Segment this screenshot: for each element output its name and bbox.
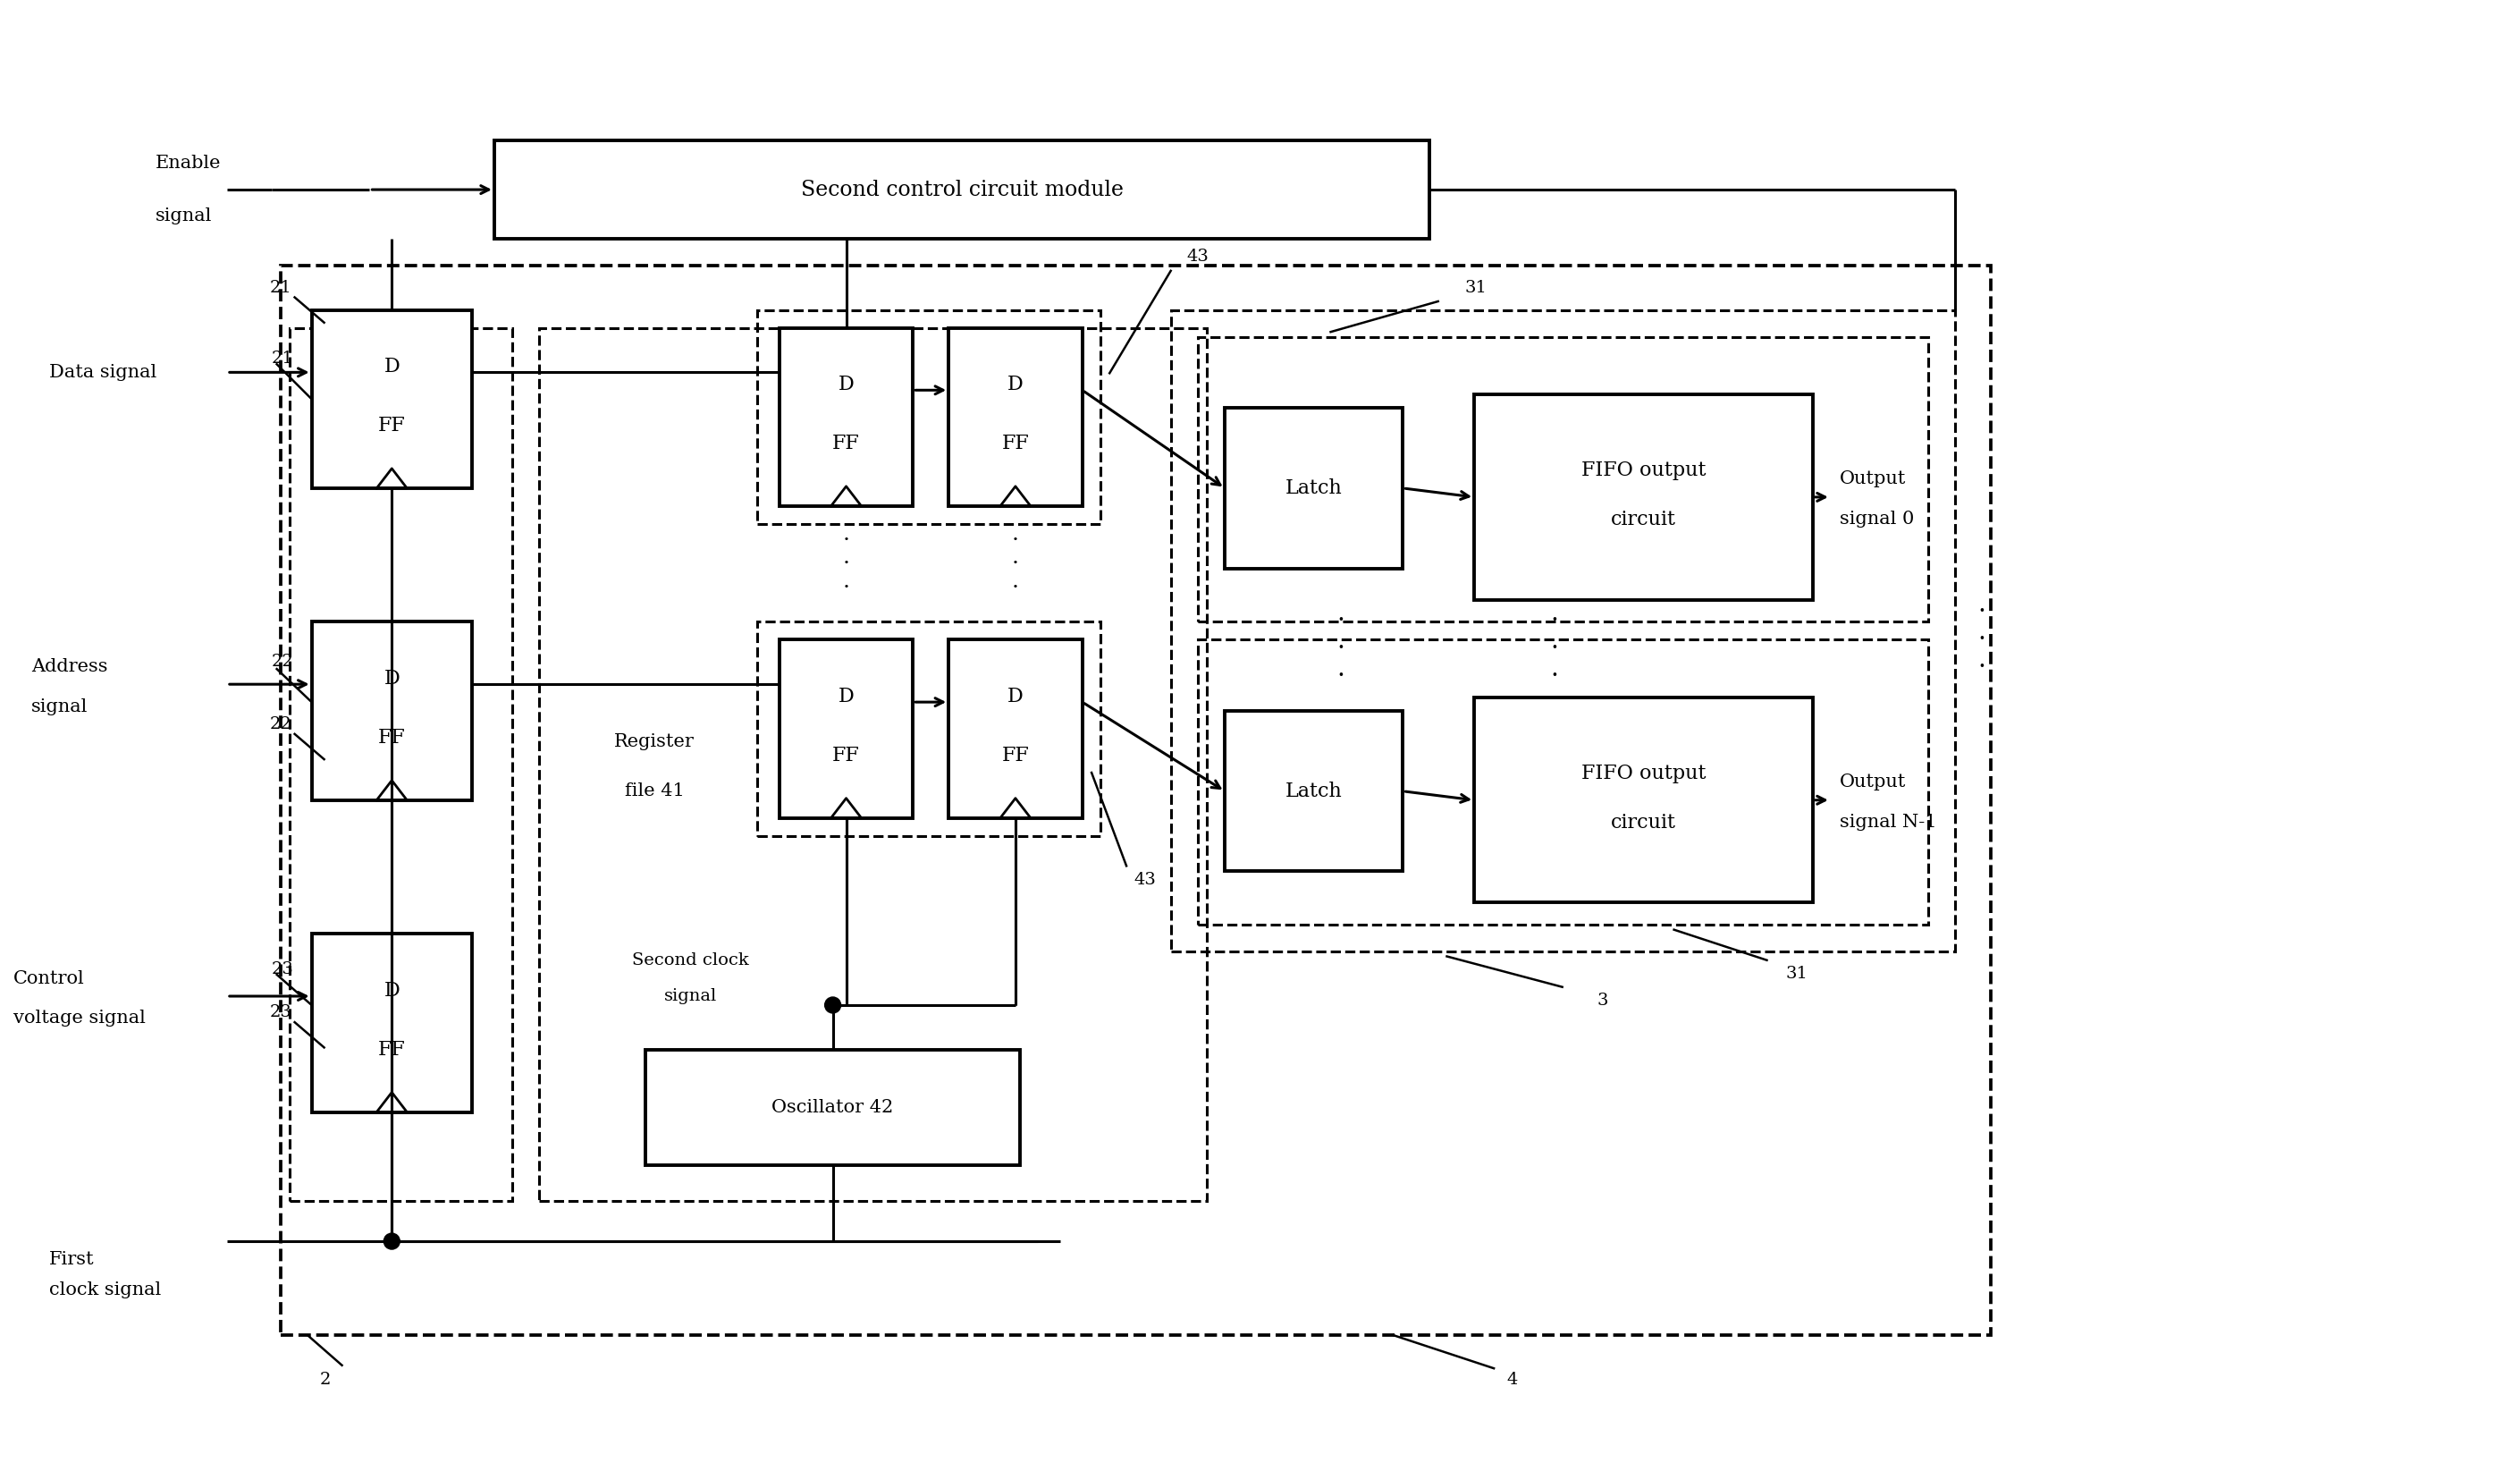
Text: signal 0: signal 0 xyxy=(1840,510,1915,528)
Text: FF: FF xyxy=(1000,746,1028,765)
Text: D: D xyxy=(1008,375,1023,394)
Bar xyxy=(756,310,1101,524)
Bar xyxy=(1225,407,1404,568)
Text: D: D xyxy=(839,375,854,394)
Bar xyxy=(948,328,1081,506)
Text: FF: FF xyxy=(832,434,859,453)
Text: 31: 31 xyxy=(1464,279,1487,296)
Bar xyxy=(280,265,1991,1334)
Bar xyxy=(1474,394,1812,600)
Bar xyxy=(1225,710,1404,871)
Bar xyxy=(779,328,912,506)
Bar xyxy=(645,1050,1021,1165)
Text: Output: Output xyxy=(1840,774,1905,791)
Text: FIFO output: FIFO output xyxy=(1580,763,1706,783)
Text: Second control circuit module: Second control circuit module xyxy=(801,179,1124,200)
Text: ·
·
·: · · · xyxy=(1336,609,1346,688)
Text: Address: Address xyxy=(30,658,108,675)
Text: circuit: circuit xyxy=(1610,509,1676,530)
Text: Enable: Enable xyxy=(156,154,222,172)
Text: 43: 43 xyxy=(1134,872,1157,888)
Text: ·
·
·: · · · xyxy=(1013,530,1018,599)
Circle shape xyxy=(383,1233,401,1249)
Bar xyxy=(312,622,471,800)
Bar xyxy=(494,141,1429,238)
Text: 23: 23 xyxy=(272,962,295,978)
Text: ·
·
·: · · · xyxy=(1978,600,1986,680)
Text: FF: FF xyxy=(378,728,406,747)
Text: signal N-1: signal N-1 xyxy=(1840,813,1938,831)
Bar xyxy=(290,328,512,1202)
Text: 22: 22 xyxy=(272,655,295,669)
Text: signal: signal xyxy=(156,207,212,225)
Text: FF: FF xyxy=(378,1040,406,1059)
Text: First: First xyxy=(48,1250,93,1268)
Text: 23: 23 xyxy=(270,1005,292,1021)
Text: D: D xyxy=(383,981,401,1000)
Text: D: D xyxy=(1008,687,1023,706)
Text: 43: 43 xyxy=(1187,249,1210,265)
Text: 22: 22 xyxy=(270,716,292,733)
Text: Register: Register xyxy=(615,734,696,750)
Text: FF: FF xyxy=(378,416,406,435)
Text: voltage signal: voltage signal xyxy=(13,1011,146,1027)
Text: 2: 2 xyxy=(320,1371,330,1387)
Bar xyxy=(1197,337,1928,622)
Bar xyxy=(1474,697,1812,903)
Text: ·
·
·: · · · xyxy=(1550,609,1557,688)
Bar xyxy=(1172,310,1956,952)
Text: Second clock: Second clock xyxy=(633,953,748,968)
Text: ·
·
·: · · · xyxy=(842,530,849,599)
Bar xyxy=(312,934,471,1112)
Text: D: D xyxy=(383,669,401,688)
Text: 4: 4 xyxy=(1507,1371,1517,1387)
Bar xyxy=(1197,640,1928,925)
Text: file 41: file 41 xyxy=(625,783,685,800)
Text: Latch: Latch xyxy=(1285,478,1343,499)
Text: 21: 21 xyxy=(270,279,292,296)
Bar xyxy=(312,310,471,488)
Bar xyxy=(539,328,1207,1202)
Text: Control: Control xyxy=(13,969,86,987)
Circle shape xyxy=(824,997,842,1014)
Text: D: D xyxy=(383,357,401,377)
Bar xyxy=(948,640,1081,818)
Text: signal: signal xyxy=(30,699,88,715)
Text: 3: 3 xyxy=(1598,993,1608,1009)
Bar xyxy=(779,640,912,818)
Text: FF: FF xyxy=(1000,434,1028,453)
Bar xyxy=(756,622,1101,836)
Text: D: D xyxy=(839,687,854,706)
Text: 31: 31 xyxy=(1787,966,1809,983)
Text: Data signal: Data signal xyxy=(48,363,156,381)
Text: signal: signal xyxy=(663,989,716,1005)
Text: circuit: circuit xyxy=(1610,812,1676,833)
Text: FF: FF xyxy=(832,746,859,765)
Text: Output: Output xyxy=(1840,471,1905,488)
Text: 21: 21 xyxy=(272,352,295,366)
Text: Oscillator 42: Oscillator 42 xyxy=(771,1099,895,1116)
Text: clock signal: clock signal xyxy=(48,1281,161,1299)
Text: FIFO output: FIFO output xyxy=(1580,460,1706,480)
Text: Latch: Latch xyxy=(1285,781,1343,802)
